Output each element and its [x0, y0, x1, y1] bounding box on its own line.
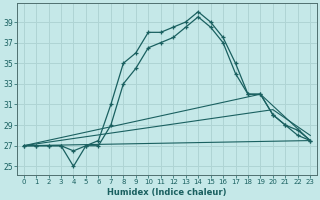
X-axis label: Humidex (Indice chaleur): Humidex (Indice chaleur) — [107, 188, 227, 197]
